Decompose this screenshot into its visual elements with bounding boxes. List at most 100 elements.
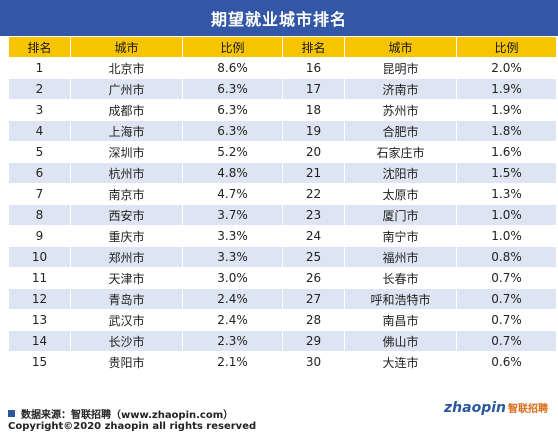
rank-cell: 22 bbox=[282, 183, 345, 205]
pct-cell: 6.3% bbox=[182, 78, 283, 100]
zhaopin-logo: zhaopin 智联招聘 bbox=[444, 400, 548, 416]
city-cell: 福州市 bbox=[344, 246, 457, 268]
pct-cell: 6.3% bbox=[182, 120, 283, 142]
brand-latin: zhaopin bbox=[444, 400, 506, 416]
pct-cell: 4.7% bbox=[182, 183, 283, 205]
table-row: 10 郑州市 3.3% 25 福州市 0.8% bbox=[8, 246, 557, 268]
pct-cell: 0.6% bbox=[456, 351, 557, 373]
city-cell: 太原市 bbox=[344, 183, 457, 205]
rank-cell: 19 bbox=[282, 120, 345, 142]
pct-cell: 1.6% bbox=[456, 141, 557, 163]
city-cell: 厦门市 bbox=[344, 204, 457, 226]
rank-cell: 4 bbox=[8, 120, 71, 142]
table-row: 2 广州市 6.3% 17 济南市 1.9% bbox=[8, 78, 557, 100]
city-cell: 昆明市 bbox=[344, 57, 457, 79]
rank-cell: 25 bbox=[282, 246, 345, 268]
pct-cell: 1.9% bbox=[456, 99, 557, 121]
rank-cell: 28 bbox=[282, 309, 345, 331]
pct-cell: 0.8% bbox=[456, 246, 557, 268]
pct-cell: 0.7% bbox=[456, 288, 557, 310]
city-cell: 西安市 bbox=[70, 204, 183, 226]
header-rank-right: 排名 bbox=[282, 36, 345, 58]
table-body: 1 北京市 8.6% 16 昆明市 2.0% 2 广州市 6.3% 17 济南市 1.9% 3 成都市 6.… bbox=[8, 57, 557, 373]
city-cell: 成都市 bbox=[70, 99, 183, 121]
pct-cell: 8.6% bbox=[182, 57, 283, 79]
city-cell: 沈阳市 bbox=[344, 162, 457, 184]
pct-cell: 6.3% bbox=[182, 99, 283, 121]
pct-cell: 3.3% bbox=[182, 246, 283, 268]
city-cell: 郑州市 bbox=[70, 246, 183, 268]
title-bar: 期望就业城市排名 bbox=[0, 0, 558, 36]
rank-cell: 29 bbox=[282, 330, 345, 352]
table-row: 11 天津市 3.0% 26 长春市 0.7% bbox=[8, 267, 557, 289]
pct-cell: 2.4% bbox=[182, 309, 283, 331]
city-cell: 石家庄市 bbox=[344, 141, 457, 163]
rank-cell: 12 bbox=[8, 288, 71, 310]
rank-cell: 16 bbox=[282, 57, 345, 79]
city-cell: 上海市 bbox=[70, 120, 183, 142]
city-cell: 长春市 bbox=[344, 267, 457, 289]
pct-cell: 2.3% bbox=[182, 330, 283, 352]
table-row: 12 青岛市 2.4% 27 呼和浩特市 0.7% bbox=[8, 288, 557, 310]
city-cell: 深圳市 bbox=[70, 141, 183, 163]
header-city-right: 城市 bbox=[344, 36, 457, 58]
rank-cell: 9 bbox=[8, 225, 71, 247]
rank-cell: 27 bbox=[282, 288, 345, 310]
city-cell: 呼和浩特市 bbox=[344, 288, 457, 310]
rank-cell: 3 bbox=[8, 99, 71, 121]
pct-cell: 5.2% bbox=[182, 141, 283, 163]
rank-cell: 15 bbox=[8, 351, 71, 373]
table-row: 14 长沙市 2.3% 29 佛山市 0.7% bbox=[8, 330, 557, 352]
pct-cell: 1.5% bbox=[456, 162, 557, 184]
ranking-table: 排名 城市 比例 排名 城市 比例 1 北京市 8.6% 16 昆明市 2.0% 2 广州市 6… bbox=[8, 36, 557, 373]
header-city-left: 城市 bbox=[70, 36, 183, 58]
table-row: 4 上海市 6.3% 19 合肥市 1.8% bbox=[8, 120, 557, 142]
rank-cell: 24 bbox=[282, 225, 345, 247]
city-cell: 合肥市 bbox=[344, 120, 457, 142]
data-source-note: 数据来源：智联招聘（www.zhaopin.com） bbox=[8, 405, 233, 421]
city-cell: 南京市 bbox=[70, 183, 183, 205]
table-header-row: 排名 城市 比例 排名 城市 比例 bbox=[8, 36, 557, 58]
rank-cell: 11 bbox=[8, 267, 71, 289]
pct-cell: 3.0% bbox=[182, 267, 283, 289]
pct-cell: 0.7% bbox=[456, 330, 557, 352]
city-cell: 武汉市 bbox=[70, 309, 183, 331]
table-row: 6 杭州市 4.8% 21 沈阳市 1.5% bbox=[8, 162, 557, 184]
rank-cell: 23 bbox=[282, 204, 345, 226]
city-cell: 杭州市 bbox=[70, 162, 183, 184]
pct-cell: 0.7% bbox=[456, 267, 557, 289]
rank-cell: 17 bbox=[282, 78, 345, 100]
pct-cell: 1.0% bbox=[456, 204, 557, 226]
pct-cell: 2.1% bbox=[182, 351, 283, 373]
table-row: 8 西安市 3.7% 23 厦门市 1.0% bbox=[8, 204, 557, 226]
table-row: 13 武汉市 2.4% 28 南昌市 0.7% bbox=[8, 309, 557, 331]
table-row: 9 重庆市 3.3% 24 南宁市 1.0% bbox=[8, 225, 557, 247]
rank-cell: 26 bbox=[282, 267, 345, 289]
brand-cn: 智联招聘 bbox=[508, 404, 548, 415]
city-cell: 南宁市 bbox=[344, 225, 457, 247]
header-pct-right: 比例 bbox=[456, 36, 557, 58]
bullet-square-icon bbox=[8, 409, 15, 417]
pct-cell: 3.3% bbox=[182, 225, 283, 247]
rank-cell: 20 bbox=[282, 141, 345, 163]
city-cell: 北京市 bbox=[70, 57, 183, 79]
table-row: 3 成都市 6.3% 18 苏州市 1.9% bbox=[8, 99, 557, 121]
rank-cell: 2 bbox=[8, 78, 71, 100]
pct-cell: 4.8% bbox=[182, 162, 283, 184]
rank-cell: 7 bbox=[8, 183, 71, 205]
city-cell: 贵阳市 bbox=[70, 351, 183, 373]
rank-cell: 30 bbox=[282, 351, 345, 373]
table-row: 7 南京市 4.7% 22 太原市 1.3% bbox=[8, 183, 557, 205]
rank-cell: 18 bbox=[282, 99, 345, 121]
pct-cell: 1.8% bbox=[456, 120, 557, 142]
rank-cell: 14 bbox=[8, 330, 71, 352]
table-row: 1 北京市 8.6% 16 昆明市 2.0% bbox=[8, 57, 557, 79]
header-pct-left: 比例 bbox=[182, 36, 283, 58]
city-cell: 苏州市 bbox=[344, 99, 457, 121]
page-title: 期望就业城市排名 bbox=[210, 10, 347, 29]
city-cell: 南昌市 bbox=[344, 309, 457, 331]
pct-cell: 0.7% bbox=[456, 309, 557, 331]
pct-cell: 1.9% bbox=[456, 78, 557, 100]
header-rank-left: 排名 bbox=[8, 36, 71, 58]
pct-cell: 3.7% bbox=[182, 204, 283, 226]
